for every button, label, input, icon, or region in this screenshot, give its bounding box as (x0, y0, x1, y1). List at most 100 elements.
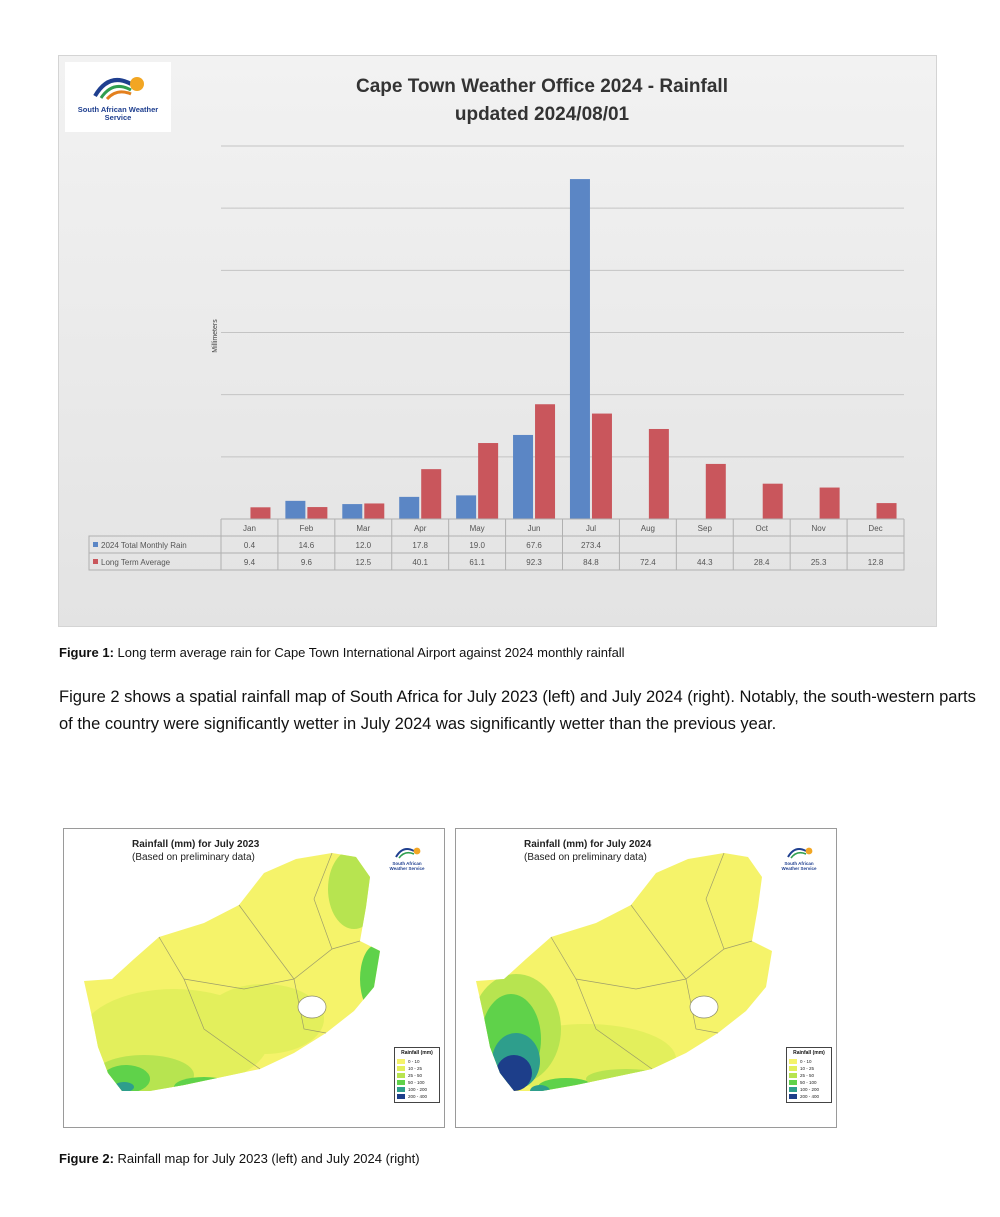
legend-label: 25 - 50 (800, 1073, 815, 1078)
legend-swatch (93, 542, 98, 547)
figure-2-label: Figure 2: (59, 1151, 114, 1166)
series-legend-label: Long Term Average (101, 558, 171, 567)
rainfall-chart-panel: South African Weather Service Cape Town … (58, 55, 937, 627)
map-subtitle: (Based on preliminary data) (132, 852, 255, 863)
chart-subtitle: updated 2024/08/01 (454, 104, 630, 125)
legend-label: 0 - 10 (800, 1059, 812, 1064)
legend-item: 10 - 25 (397, 1065, 437, 1072)
map-subtitle: (Based on preliminary data) (524, 852, 647, 863)
rainfall-map-2024: Rainfall (mm) for July 2024 (Based on pr… (455, 828, 837, 1128)
table-value: 72.4 (640, 558, 656, 567)
legend-item: 50 - 100 (397, 1079, 437, 1086)
legend-item: 200 - 400 (789, 1093, 829, 1100)
legend-title: Rainfall (mm) (793, 1050, 825, 1056)
bar-2024-mar (342, 504, 363, 519)
bar-lta-may (478, 443, 499, 519)
bar-lta-mar (364, 503, 385, 519)
bar-lta-nov (819, 487, 840, 519)
bar-lta-jul (591, 413, 612, 519)
table-value: 25.3 (811, 558, 827, 567)
category-label-dec: Dec (868, 524, 882, 533)
legend-item: 0 - 10 (397, 1058, 437, 1065)
saws-logo-text: South African Weather Service (389, 861, 425, 871)
legend-item: 25 - 50 (789, 1072, 829, 1079)
saws-logo-small: South African Weather Service (776, 841, 822, 875)
bar-2024-feb (285, 500, 306, 519)
south-africa-map-2024 (476, 852, 772, 1091)
table-value: 14.6 (299, 541, 315, 550)
table-value: 92.3 (526, 558, 542, 567)
bar-lta-dec (876, 503, 897, 519)
figure-1-caption: Figure 1: Long term average rain for Cap… (59, 645, 625, 660)
table-value: 273.4 (581, 541, 602, 550)
table-value: 61.1 (469, 558, 485, 567)
table-value: 19.0 (469, 541, 485, 550)
category-label-may: May (470, 524, 485, 533)
saws-logo-icon (93, 77, 144, 101)
saws-logo-text: South African Weather Service (77, 105, 159, 122)
bar-2024-jun (513, 434, 534, 519)
figure-2-caption: Figure 2: Rainfall map for July 2023 (le… (59, 1151, 420, 1166)
table-value: 0.4 (244, 541, 256, 550)
saws-logo-text: South African Weather Service (781, 861, 817, 871)
table-value: 12.5 (356, 558, 372, 567)
category-label-feb: Feb (299, 524, 313, 533)
bar-lta-aug (648, 428, 669, 519)
legend-item: 100 - 200 (789, 1086, 829, 1093)
category-label-jul: Jul (586, 524, 596, 533)
saws-logo-icon (787, 847, 813, 859)
category-label-mar: Mar (356, 524, 370, 533)
table-value: 9.4 (244, 558, 256, 567)
legend-item: 0 - 10 (789, 1058, 829, 1065)
table-value: 17.8 (412, 541, 428, 550)
table-value: 67.6 (526, 541, 542, 550)
chart-title: Cape Town Weather Office 2024 - Rainfall (355, 76, 728, 97)
legend-label: 50 - 100 (408, 1080, 425, 1085)
saws-logo: South African Weather Service (65, 62, 171, 132)
category-label-sep: Sep (698, 524, 713, 533)
map-title: Rainfall (mm) for July 2023 (132, 839, 260, 850)
rainfall-bar-chart: Millimeters Jan Feb Mar Apr May Jun Jul Aug Sep O… (88, 145, 905, 571)
figure-1-text: Long term average rain for Cape Town Int… (113, 645, 625, 660)
bar-2024-apr (399, 496, 420, 519)
legend-item: 200 - 400 (397, 1093, 437, 1100)
category-label-jan: Jan (243, 524, 256, 533)
south-africa-map-2023 (84, 852, 380, 1091)
figure-1-label: Figure 1: (59, 645, 114, 660)
table-value: 40.1 (412, 558, 428, 567)
legend-label: 100 - 200 (408, 1087, 428, 1092)
legend-label: 10 - 25 (800, 1066, 815, 1071)
table-value: 84.8 (583, 558, 599, 567)
body-paragraph: Figure 2 shows a spatial rainfall map of… (59, 688, 976, 733)
table-value: 12.8 (868, 558, 884, 567)
legend-label: 25 - 50 (408, 1073, 423, 1078)
bar-lta-jan (250, 507, 271, 519)
map-legend: Rainfall (mm) 0 - 10 10 - 25 25 - 50 50 … (786, 1047, 832, 1103)
table-value: 28.4 (754, 558, 770, 567)
category-label-apr: Apr (414, 524, 427, 533)
table-value: 9.6 (301, 558, 313, 567)
legend-item: 25 - 50 (397, 1072, 437, 1079)
legend-label: 200 - 400 (800, 1094, 820, 1099)
table-value: 44.3 (697, 558, 713, 567)
bar-lta-jun (535, 404, 556, 519)
legend-label: 100 - 200 (800, 1087, 820, 1092)
rainfall-map-2023: Rainfall (mm) for July 2023 (Based on pr… (63, 828, 445, 1128)
bar-lta-sep (705, 463, 726, 519)
figure-2-text: Rainfall map for July 2023 (left) and Ju… (113, 1151, 420, 1166)
saws-logo-icon (395, 847, 421, 859)
series-legend-label: 2024 Total Monthly Rain (101, 541, 187, 550)
legend-label: 50 - 100 (800, 1080, 817, 1085)
category-label-nov: Nov (812, 524, 826, 533)
y-axis-label: Millimeters (212, 319, 219, 353)
category-label-aug: Aug (641, 524, 655, 533)
map-legend: Rainfall (mm) 0 - 10 10 - 25 25 - 50 50 … (394, 1047, 440, 1103)
category-label-jun: Jun (528, 524, 541, 533)
table-value: 12.0 (356, 541, 372, 550)
legend-swatch (93, 559, 98, 564)
legend-label: 10 - 25 (408, 1066, 423, 1071)
bar-lta-oct (762, 483, 783, 519)
legend-title: Rainfall (mm) (401, 1050, 433, 1056)
legend-item: 10 - 25 (789, 1065, 829, 1072)
legend-label: 0 - 10 (408, 1059, 420, 1064)
